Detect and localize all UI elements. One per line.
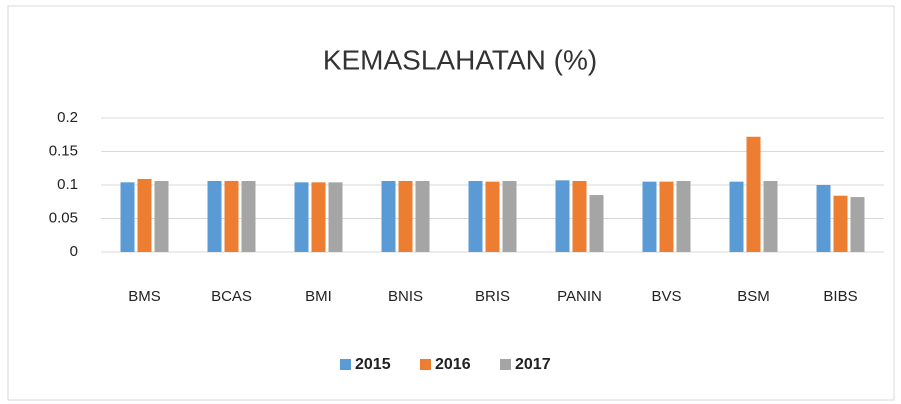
bar: [555, 180, 570, 252]
x-tick-label: BMS: [128, 288, 161, 305]
bar: [137, 178, 152, 252]
bar: [850, 197, 865, 252]
legend-swatch: [500, 359, 511, 370]
bar: [485, 181, 500, 252]
y-tick-label: 0.2: [57, 109, 78, 126]
legend-swatch: [340, 359, 351, 370]
bar: [746, 136, 761, 252]
x-tick-label: BSM: [737, 288, 770, 305]
legend-label: 2015: [355, 356, 391, 373]
legend-swatch: [420, 359, 431, 370]
legend-label: 2016: [435, 356, 471, 373]
bar: [241, 180, 256, 252]
x-tick-label: BNIS: [388, 288, 423, 305]
bar: [642, 181, 657, 252]
y-tick-label: 0.1: [57, 176, 78, 193]
bar: [415, 180, 430, 252]
bar: [468, 180, 483, 252]
bar: [120, 182, 135, 252]
bar: [659, 181, 674, 252]
bar: [224, 180, 239, 252]
bar: [729, 181, 744, 252]
bar: [676, 180, 691, 252]
bar: [763, 180, 778, 252]
x-tick-label: BRIS: [475, 288, 510, 305]
bar: [154, 180, 169, 252]
chart-title: KEMASLAHATAN (%): [323, 44, 597, 75]
x-tick-label: BIBS: [823, 288, 857, 305]
y-tick-label: 0.05: [49, 209, 78, 226]
legend-label: 2017: [515, 356, 551, 373]
x-tick-label: BVS: [651, 288, 681, 305]
x-tick-label: PANIN: [557, 288, 602, 305]
bar: [833, 195, 848, 252]
y-tick-label: 0: [70, 243, 78, 260]
bar: [207, 180, 222, 252]
bar: [589, 195, 604, 252]
y-tick-label: 0.15: [49, 142, 78, 159]
bar: [816, 185, 831, 252]
x-tick-label: BMI: [305, 288, 332, 305]
bar: [381, 180, 396, 252]
bar: [572, 180, 587, 252]
bar: [398, 180, 413, 252]
bar: [502, 180, 517, 252]
x-tick-label: BCAS: [211, 288, 252, 305]
bar: [328, 182, 343, 252]
bar: [311, 182, 326, 252]
bar: [294, 182, 309, 252]
